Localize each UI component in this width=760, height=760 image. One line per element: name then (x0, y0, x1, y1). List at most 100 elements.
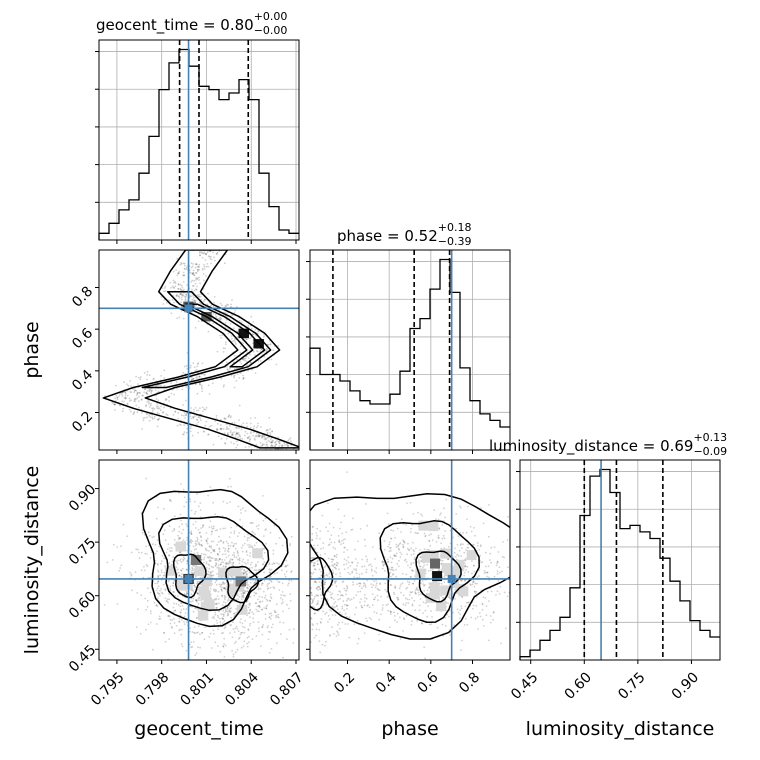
sample-point (392, 591, 395, 594)
sample-point (194, 575, 197, 578)
sample-point (370, 568, 373, 571)
sample-point (182, 433, 184, 436)
sample-point (218, 617, 221, 620)
sample-point (208, 243, 210, 245)
sample-point (311, 602, 313, 605)
sample-point (271, 445, 274, 448)
sample-point (231, 434, 234, 437)
sample-point (177, 288, 179, 290)
sample-point (410, 576, 412, 578)
sample-point (242, 358, 244, 360)
sample-point (198, 295, 201, 298)
sample-point (224, 624, 227, 627)
sample-point (343, 547, 346, 549)
sample-point (138, 406, 140, 409)
sample-point (212, 313, 215, 315)
sample-point (241, 525, 244, 528)
sample-point (316, 622, 319, 625)
sample-point (199, 383, 202, 386)
sample-point (235, 640, 237, 643)
sample-point (460, 506, 462, 509)
sample-point (175, 381, 178, 384)
sample-point (511, 573, 513, 575)
sample-point (235, 542, 238, 545)
sample-point (165, 397, 167, 400)
sample-point (202, 246, 204, 248)
sample-point (186, 621, 188, 624)
sample-point (360, 604, 363, 607)
sample-point (317, 594, 319, 597)
sample-point (270, 618, 272, 620)
contour-middle (158, 516, 270, 612)
sample-point (225, 319, 228, 321)
sample-point (269, 569, 272, 572)
sample-point (232, 653, 235, 656)
sample-point (389, 549, 392, 552)
sample-point (222, 527, 225, 530)
sample-point (218, 308, 221, 311)
sample-point (247, 437, 249, 439)
sample-point (196, 493, 199, 495)
sample-point (316, 587, 318, 589)
sample-point (343, 603, 346, 606)
sample-point (206, 542, 209, 545)
sample-point (402, 523, 405, 525)
sample-point (202, 524, 204, 527)
sample-point (115, 394, 118, 397)
sample-point (265, 542, 268, 545)
sample-point (380, 595, 382, 598)
sample-point (421, 580, 424, 582)
sample-point (219, 318, 222, 321)
sample-point (196, 551, 199, 554)
sample-point (126, 403, 129, 405)
sample-point (230, 305, 233, 308)
x-tick-label-geocent-time: 0.804 (222, 669, 262, 709)
sample-point (230, 616, 233, 619)
sample-point (190, 569, 193, 572)
sample-point (301, 547, 303, 549)
sample-point (221, 604, 224, 607)
sample-point (417, 589, 420, 592)
sample-point (148, 419, 151, 422)
sample-point (181, 523, 183, 526)
sample-point (249, 417, 252, 420)
sample-point (150, 551, 153, 554)
sample-point (246, 586, 249, 589)
sample-point (249, 337, 252, 340)
sample-point (168, 615, 171, 618)
sample-point (142, 417, 145, 419)
sample-point (303, 541, 305, 543)
sample-point (227, 612, 230, 615)
sample-point (368, 564, 370, 567)
y-tick-label-phase: 0.6 (69, 325, 96, 352)
sample-point (312, 525, 314, 528)
sample-point (261, 444, 263, 447)
sample-point (412, 570, 415, 572)
sample-point (238, 433, 240, 436)
sample-point (223, 262, 226, 265)
sample-point (195, 599, 198, 602)
sample-point (156, 411, 159, 414)
sample-point (396, 527, 399, 530)
sample-point (236, 440, 238, 443)
sample-point (179, 288, 182, 290)
sample-point (208, 545, 211, 547)
sample-point (177, 283, 180, 286)
sample-point (212, 557, 214, 560)
sample-point (256, 350, 259, 353)
sample-point (393, 593, 396, 595)
sample-point (195, 599, 198, 602)
sample-point (437, 536, 440, 539)
sample-point (126, 535, 129, 538)
sample-point (226, 502, 228, 504)
sample-point (305, 571, 307, 573)
sample-point (170, 500, 172, 503)
sample-point (329, 538, 331, 541)
sample-point (192, 294, 195, 297)
sample-point (343, 514, 346, 517)
sample-point (201, 631, 204, 634)
sample-point (300, 545, 302, 547)
sample-point (174, 280, 176, 283)
sample-point (240, 618, 242, 621)
sample-point (270, 358, 273, 361)
